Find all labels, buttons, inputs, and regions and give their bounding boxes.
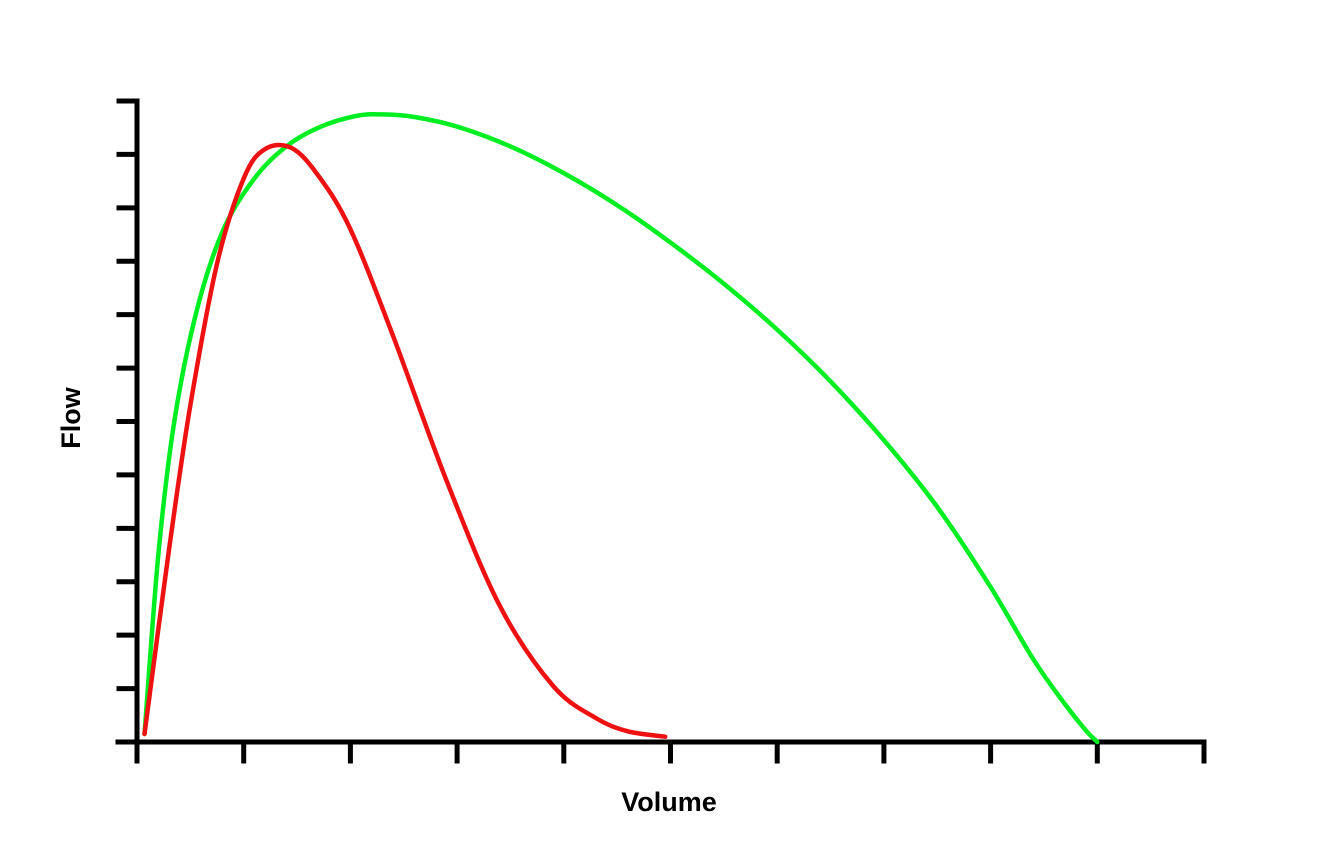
series-lines: [142, 111, 1100, 745]
tick-marks: [116, 98, 1207, 764]
x-axis-title: Volume: [621, 787, 717, 817]
series-line-1: [142, 111, 1100, 745]
series-line-2: [142, 142, 668, 739]
y-axis-title: Flow: [56, 386, 86, 448]
